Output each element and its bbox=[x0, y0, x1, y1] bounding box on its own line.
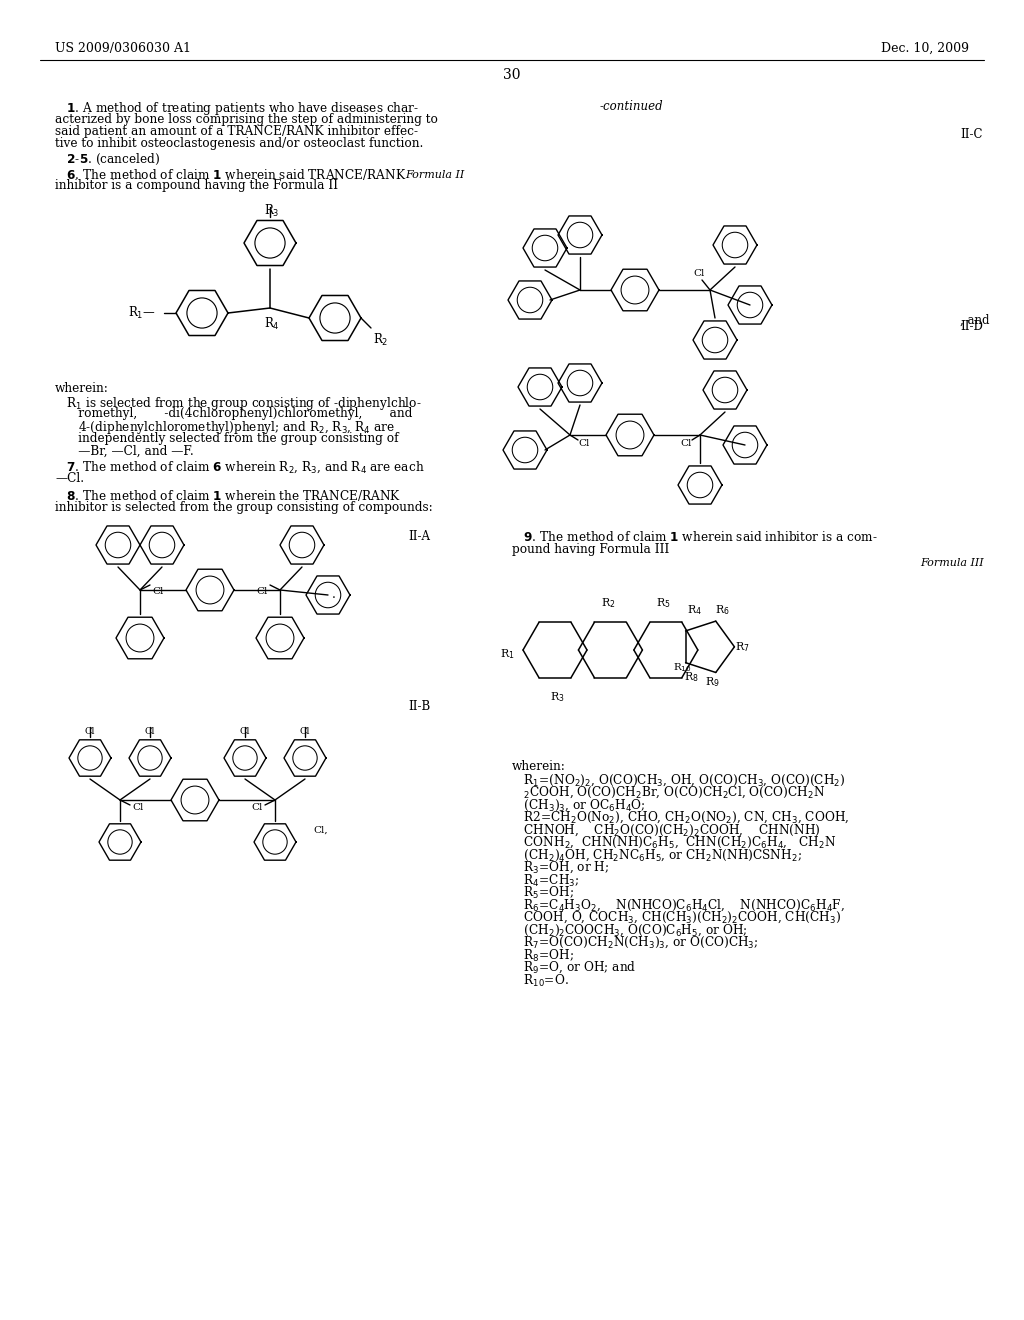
Text: R$_3$=OH, or H;: R$_3$=OH, or H; bbox=[512, 861, 609, 875]
Text: wherein:: wherein: bbox=[55, 381, 109, 395]
Text: $\mathbf{8}$. The method of claim $\mathbf{1}$ wherein the TRANCE/RANK: $\mathbf{8}$. The method of claim $\math… bbox=[55, 488, 401, 503]
Text: —Br, —Cl, and —F.: —Br, —Cl, and —F. bbox=[55, 445, 194, 458]
Text: Cl: Cl bbox=[252, 803, 263, 812]
Text: Cl: Cl bbox=[257, 587, 268, 597]
Text: tive to inhibit osteoclastogenesis and/or osteoclast function.: tive to inhibit osteoclastogenesis and/o… bbox=[55, 137, 423, 150]
Text: R$_2$: R$_2$ bbox=[601, 597, 615, 610]
Text: R$_6$=C$_4$H$_3$O$_2$,    N(NHCO)C$_6$H$_4$Cl,    N(NHCO)C$_6$H$_4$F,: R$_6$=C$_4$H$_3$O$_2$, N(NHCO)C$_6$H$_4$… bbox=[512, 898, 845, 913]
Text: Cl: Cl bbox=[144, 727, 156, 737]
Text: II-A: II-A bbox=[408, 531, 430, 543]
Text: $\mathbf{9}$. The method of claim $\mathbf{1}$ wherein said inhibitor is a com-: $\mathbf{9}$. The method of claim $\math… bbox=[512, 531, 878, 544]
Text: $\mathbf{1}$. A method of treating patients who have diseases char-: $\mathbf{1}$. A method of treating patie… bbox=[55, 100, 419, 117]
Text: , and: , and bbox=[961, 314, 989, 326]
Text: Dec. 10, 2009: Dec. 10, 2009 bbox=[881, 42, 969, 55]
Text: inhibitor is a compound having the Formula II: inhibitor is a compound having the Formu… bbox=[55, 180, 338, 191]
Text: US 2009/0306030 A1: US 2009/0306030 A1 bbox=[55, 42, 191, 55]
Text: R$_1$ is selected from the group consisting of -diphenylchlo-: R$_1$ is selected from the group consist… bbox=[55, 395, 422, 412]
Text: R$_4$: R$_4$ bbox=[264, 315, 280, 333]
Text: Formula II: Formula II bbox=[406, 170, 464, 180]
Text: R$_4$=CH$_3$;: R$_4$=CH$_3$; bbox=[512, 873, 580, 888]
Text: Formula III: Formula III bbox=[920, 558, 984, 568]
Text: CONH$_2$,  CHN(NH)C$_6$H$_5$,  CHN(CH$_2$)C$_6$H$_4$,   CH$_2$N: CONH$_2$, CHN(NH)C$_6$H$_5$, CHN(CH$_2$)… bbox=[512, 836, 837, 850]
Text: Cl: Cl bbox=[300, 727, 310, 737]
Text: wherein:: wherein: bbox=[512, 760, 566, 774]
Text: 30: 30 bbox=[503, 69, 521, 82]
Text: R$_3$: R$_3$ bbox=[264, 203, 280, 219]
Text: (CH$_3$)$_3$, or OC$_6$H$_4$O;: (CH$_3$)$_3$, or OC$_6$H$_4$O; bbox=[512, 797, 645, 813]
Text: R$_1$=(NO$_2$)$_2$, O(CO)CH$_3$, OH, O(CO)CH$_3$, O(CO)(CH$_2$): R$_1$=(NO$_2$)$_2$, O(CO)CH$_3$, OH, O(C… bbox=[512, 772, 846, 788]
Text: R$_6$: R$_6$ bbox=[716, 603, 730, 616]
Text: R$_8$=OH;: R$_8$=OH; bbox=[512, 948, 574, 964]
Text: II-C: II-C bbox=[961, 128, 982, 141]
Text: (CH$_2$)$_4$OH, CH$_2$NC$_6$H$_5$, or CH$_2$N(NH)CSNH$_2$;: (CH$_2$)$_4$OH, CH$_2$NC$_6$H$_5$, or CH… bbox=[512, 847, 802, 863]
Text: independently selected from the group consisting of: independently selected from the group co… bbox=[55, 432, 398, 445]
Text: R$_4$: R$_4$ bbox=[687, 603, 702, 616]
Text: inhibitor is selected from the group consisting of compounds:: inhibitor is selected from the group con… bbox=[55, 500, 433, 513]
Text: R2=CH$_2$O(No$_2$), CHO, CH$_2$O(NO$_2$), CN, CH$_3$, COOH,: R2=CH$_2$O(No$_2$), CHO, CH$_2$O(NO$_2$)… bbox=[512, 810, 849, 825]
Text: R$_9$: R$_9$ bbox=[705, 675, 720, 689]
Text: $\mathbf{2}$-$\mathbf{5}$. (canceled): $\mathbf{2}$-$\mathbf{5}$. (canceled) bbox=[55, 152, 161, 168]
Text: Cl: Cl bbox=[85, 727, 95, 737]
Text: (CH$_2$)$_2$COOCH$_3$, O(CO)C$_6$H$_5$, or OH;: (CH$_2$)$_2$COOCH$_3$, O(CO)C$_6$H$_5$, … bbox=[512, 923, 748, 939]
Text: COOH, O, COCH$_3$, CH(CH$_3$)(CH$_2$)$_2$COOH, CH(CH$_3$): COOH, O, COCH$_3$, CH(CH$_3$)(CH$_2$)$_2… bbox=[512, 909, 841, 925]
Text: II-B: II-B bbox=[408, 700, 430, 713]
Text: 4-(diphenylchloromethyl)phenyl; and R$_2$, R$_3$, R$_4$ are: 4-(diphenylchloromethyl)phenyl; and R$_2… bbox=[55, 420, 395, 437]
Text: II-D: II-D bbox=[961, 319, 983, 333]
Text: $\mathbf{7}$. The method of claim $\mathbf{6}$ wherein R$_2$, R$_3$, and R$_4$ a: $\mathbf{7}$. The method of claim $\math… bbox=[55, 459, 425, 475]
Text: Cl: Cl bbox=[240, 727, 250, 737]
Text: R$_3$: R$_3$ bbox=[550, 690, 564, 704]
Text: R$_{10}$: R$_{10}$ bbox=[673, 661, 691, 673]
Text: R$_7$: R$_7$ bbox=[735, 640, 751, 653]
Text: R$_{10}$=O.: R$_{10}$=O. bbox=[512, 973, 568, 989]
Text: Cl: Cl bbox=[578, 440, 590, 447]
Text: R$_1$—: R$_1$— bbox=[128, 305, 156, 321]
Text: Cl: Cl bbox=[693, 269, 705, 279]
Text: R$_7$=O(CO)CH$_2$N(CH$_3$)$_3$, or O(CO)CH$_3$;: R$_7$=O(CO)CH$_2$N(CH$_3$)$_3$, or O(CO)… bbox=[512, 935, 759, 950]
Text: pound having Formula III: pound having Formula III bbox=[512, 543, 670, 556]
Text: Cl: Cl bbox=[681, 440, 692, 447]
Text: R$_1$: R$_1$ bbox=[501, 647, 515, 661]
Text: Cl: Cl bbox=[152, 587, 164, 597]
Text: .: . bbox=[332, 589, 336, 602]
Text: R$_8$: R$_8$ bbox=[684, 671, 698, 684]
Text: R$_5$=OH;: R$_5$=OH; bbox=[512, 884, 574, 902]
Text: R$_2$: R$_2$ bbox=[373, 333, 388, 348]
Text: $_{2}$COOH, O(CO)CH$_2$Br, O(CO)CH$_2$Cl, O(CO)CH$_2$N: $_{2}$COOH, O(CO)CH$_2$Br, O(CO)CH$_2$Cl… bbox=[512, 785, 825, 800]
Text: Cl: Cl bbox=[132, 803, 143, 812]
Text: -continued: -continued bbox=[600, 100, 664, 114]
Text: $\mathbf{6}$. The method of claim $\mathbf{1}$ wherein said TRANCE/RANK: $\mathbf{6}$. The method of claim $\math… bbox=[55, 166, 407, 181]
Text: Cl,: Cl, bbox=[313, 825, 328, 834]
Text: said patient an amount of a TRANCE/RANK inhibitor effec-: said patient an amount of a TRANCE/RANK … bbox=[55, 125, 418, 139]
Text: R$_5$: R$_5$ bbox=[656, 597, 671, 610]
Text: CHNOH,    CH$_2$O(CO)(CH$_2$)$_2$COOH,    CHN(NH): CHNOH, CH$_2$O(CO)(CH$_2$)$_2$COOH, CHN(… bbox=[512, 822, 820, 838]
Text: —Cl.: —Cl. bbox=[55, 473, 84, 486]
Text: acterized by bone loss comprising the step of administering to: acterized by bone loss comprising the st… bbox=[55, 112, 438, 125]
Text: romethyl,       -di(4chlorophenyl)chloromethyl,       and: romethyl, -di(4chlorophenyl)chloromethyl… bbox=[55, 407, 413, 420]
Text: R$_9$=O, or OH; and: R$_9$=O, or OH; and bbox=[512, 960, 636, 975]
